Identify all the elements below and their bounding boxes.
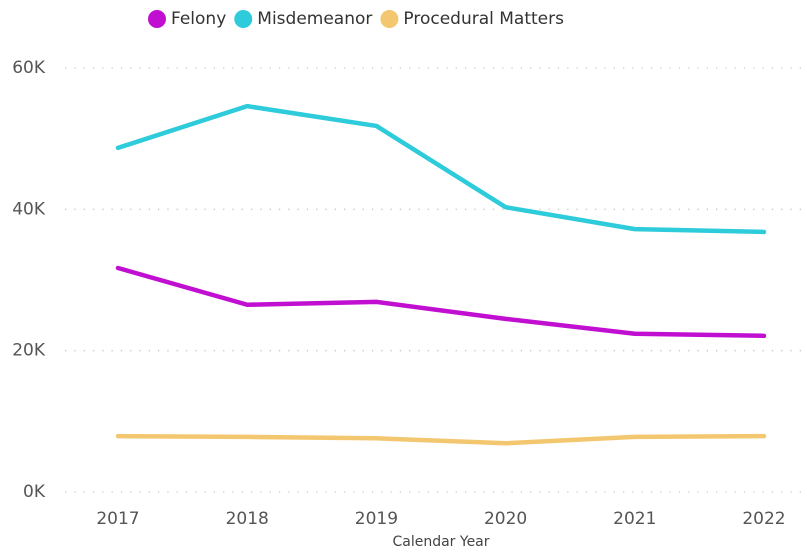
legend-label: Procedural Matters <box>403 9 564 29</box>
x-tick-label: 2019 <box>355 509 398 529</box>
line <box>115 265 767 339</box>
y-tick-label: 60K <box>12 58 46 78</box>
x-tick-label: 2017 <box>96 509 139 529</box>
legend-label: Misdemeanor <box>257 9 372 29</box>
y-tick-label: 0K <box>23 482 46 502</box>
legend-marker <box>234 10 253 28</box>
x-tick-label: 2018 <box>226 509 269 529</box>
x-tick-label: 2021 <box>613 509 656 529</box>
legend-marker <box>380 10 399 28</box>
legend-marker <box>148 10 166 28</box>
line <box>115 103 767 235</box>
y-tick-label: 20K <box>12 341 46 361</box>
x-tick-label: 2022 <box>742 509 785 529</box>
x-tick-label: 2020 <box>484 509 527 529</box>
legend-label: Felony <box>171 9 226 29</box>
x-axis-label: Calendar Year <box>392 534 489 550</box>
line <box>115 433 767 446</box>
y-tick-label: 40K <box>12 199 46 219</box>
